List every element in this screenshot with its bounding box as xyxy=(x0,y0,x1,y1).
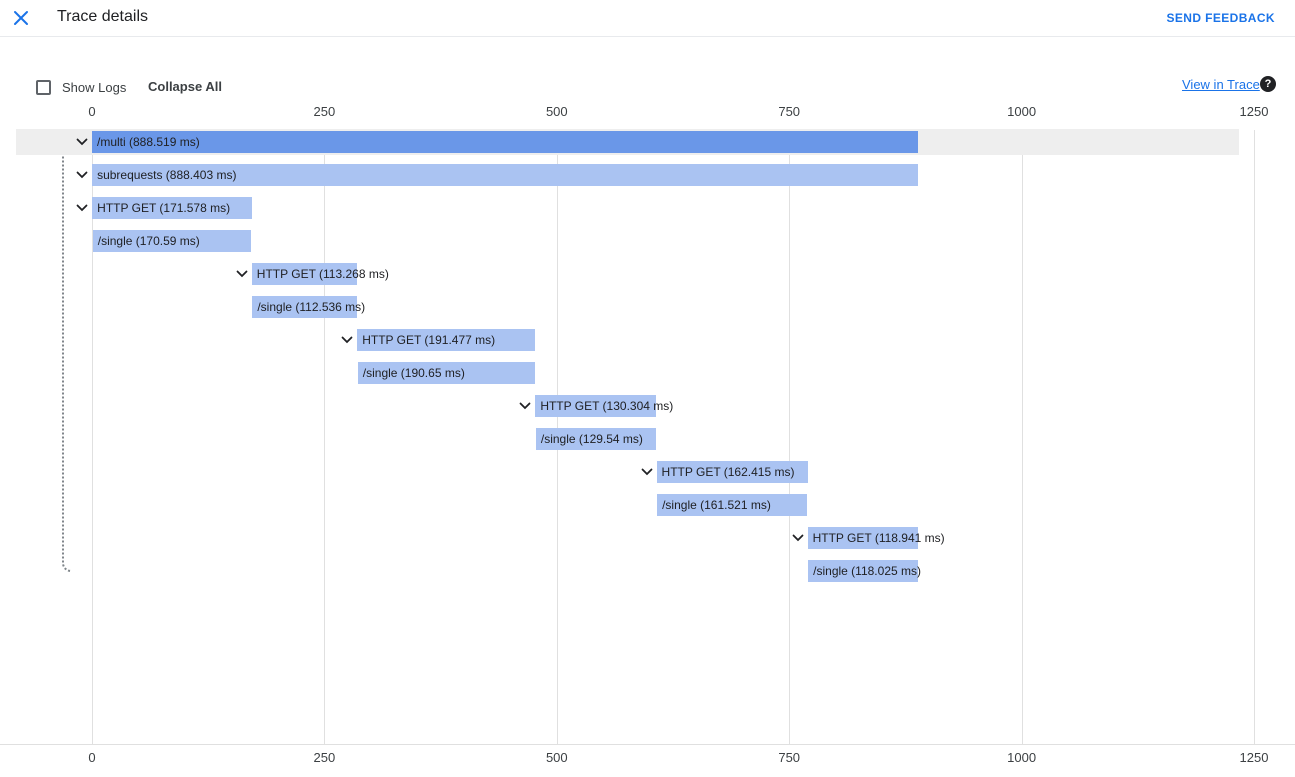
tree-guide-line xyxy=(62,152,71,572)
axis-tick-label: 250 xyxy=(313,104,336,119)
axis-tick-label: 1000 xyxy=(1007,104,1037,119)
span-bar[interactable]: HTTP GET (130.304 ms) xyxy=(535,395,673,417)
axis-tick-label: 750 xyxy=(778,750,801,765)
axis-tick-label: 1250 xyxy=(1239,750,1269,765)
span-bar[interactable]: HTTP GET (191.477 ms) xyxy=(357,329,536,351)
close-icon[interactable] xyxy=(12,10,30,28)
span-bar[interactable]: HTTP GET (118.941 ms) xyxy=(807,527,945,549)
chevron-down-icon[interactable] xyxy=(74,200,90,216)
span-bar[interactable]: HTTP GET (113.268 ms) xyxy=(251,263,389,285)
axis-tick-label: 750 xyxy=(778,104,801,119)
close-icon-glyph xyxy=(14,11,28,25)
header: Trace details SEND FEEDBACK xyxy=(0,0,1295,37)
chevron-down-icon[interactable] xyxy=(790,530,806,546)
page-title: Trace details xyxy=(57,8,148,25)
axis-tick-label: 1000 xyxy=(1007,750,1037,765)
chevron-down-icon[interactable] xyxy=(639,464,655,480)
axis-tick-label: 0 xyxy=(88,750,96,765)
span-bar[interactable]: /single (118.025 ms) xyxy=(808,560,921,582)
span-bar[interactable]: HTTP GET (162.415 ms) xyxy=(656,461,808,483)
span-bar[interactable]: /single (129.54 ms) xyxy=(535,428,657,450)
span-bar[interactable]: subrequests (888.403 ms) xyxy=(92,164,918,186)
send-feedback-link[interactable]: SEND FEEDBACK xyxy=(1166,11,1275,25)
trace-waterfall: /multi (888.519 ms) subrequests (888.403 … xyxy=(0,129,1295,745)
axis-tick-label: 250 xyxy=(313,750,336,765)
axis-tick-label: 0 xyxy=(88,104,96,119)
span-bar[interactable]: /single (170.59 ms) xyxy=(92,230,252,252)
axis-bottom: 0 250 500 750 1000 1250 xyxy=(0,750,1295,766)
axis-tick-label: 1250 xyxy=(1239,104,1269,119)
view-in-trace-link[interactable]: View in Trace xyxy=(1182,77,1260,92)
show-logs-control[interactable]: Show Logs xyxy=(36,80,126,95)
gridline xyxy=(324,130,326,744)
axis-tick-label: 500 xyxy=(545,750,568,765)
gridline xyxy=(92,130,93,744)
span-bar[interactable]: /single (161.521 ms) xyxy=(657,494,808,516)
chevron-down-icon[interactable] xyxy=(74,134,90,150)
chevron-down-icon[interactable] xyxy=(339,332,355,348)
chevron-down-icon[interactable] xyxy=(74,167,90,183)
axis-tick-label: 500 xyxy=(545,104,568,119)
gridline xyxy=(789,130,791,744)
help-icon[interactable]: ? xyxy=(1260,76,1276,92)
span-bar[interactable]: HTTP GET (171.578 ms) xyxy=(92,197,252,219)
gridline xyxy=(1021,130,1023,744)
collapse-all-button[interactable]: Collapse All xyxy=(148,79,222,94)
show-logs-label: Show Logs xyxy=(62,80,127,95)
axis-top: 0 250 500 750 1000 1250 xyxy=(0,104,1295,120)
show-logs-checkbox[interactable] xyxy=(36,80,51,95)
gridline xyxy=(1254,130,1255,744)
chevron-down-icon[interactable] xyxy=(234,266,250,282)
span-bar[interactable]: /single (112.536 ms) xyxy=(252,296,365,318)
chevron-down-icon[interactable] xyxy=(517,398,533,414)
span-bar[interactable]: /single (190.65 ms) xyxy=(357,362,535,384)
span-bar[interactable]: /multi (888.519 ms) xyxy=(92,131,918,153)
